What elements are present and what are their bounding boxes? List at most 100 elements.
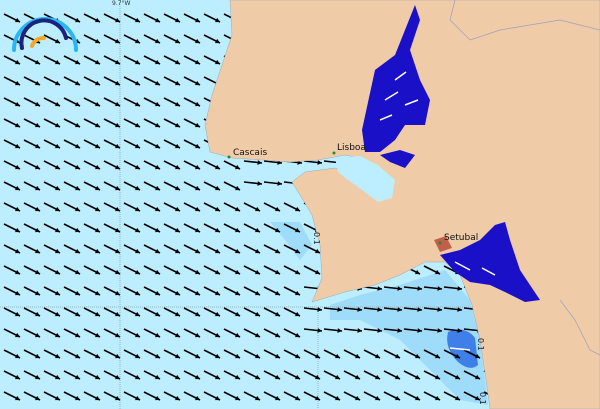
current-arrow-head	[295, 353, 300, 359]
current-arrow-head	[335, 353, 340, 359]
current-arrow-head	[195, 122, 200, 128]
current-arrow-head	[435, 374, 440, 380]
current-arrow-head	[275, 311, 280, 317]
current-arrow-head	[215, 206, 220, 212]
current-arrow-head	[55, 185, 60, 191]
current-arrow-head	[75, 122, 80, 128]
current-arrow-head	[195, 164, 200, 170]
current-arrow-head	[415, 269, 420, 275]
current-arrow-head	[115, 38, 120, 44]
current-arrow-head	[295, 374, 300, 380]
current-arrow-head	[155, 290, 160, 296]
current-arrow-head	[175, 59, 180, 65]
current-arrow-head	[295, 311, 300, 317]
current-arrow-head	[15, 395, 20, 401]
current-arrow-head	[337, 307, 342, 312]
current-arrow-head	[135, 164, 140, 170]
current-arrow-head	[135, 311, 140, 317]
current-arrow-head	[55, 164, 60, 170]
current-arrow-head	[15, 269, 20, 275]
contour-label: 0.1	[312, 232, 321, 245]
current-arrow-head	[235, 269, 240, 275]
current-arrow-head	[35, 269, 40, 275]
current-arrow-head	[55, 248, 60, 254]
contour-label: 0.1	[478, 392, 487, 405]
current-arrow-head	[195, 59, 200, 65]
current-arrow-head	[115, 227, 120, 233]
current-arrow-head	[135, 269, 140, 275]
current-arrow-head	[457, 286, 462, 291]
tagus-estuary	[335, 156, 395, 202]
current-arrow-head	[317, 328, 322, 333]
current-arrow-head	[115, 80, 120, 86]
current-arrow-head	[375, 395, 380, 401]
current-arrow-head	[35, 80, 40, 86]
current-arrow-head	[15, 353, 20, 359]
current-arrow-head	[115, 164, 120, 170]
current-arrow-head	[435, 353, 440, 359]
current-arrow-head	[35, 185, 40, 191]
current-arrow-head	[95, 353, 100, 359]
current-arrow-head	[175, 38, 180, 44]
current-arrow-head	[75, 227, 80, 233]
current-arrow-head	[395, 395, 400, 401]
graticule-label: 9.7°W	[112, 0, 131, 7]
current-arrow-head	[215, 38, 220, 44]
current-arrow-head	[235, 395, 240, 401]
place-marker	[332, 151, 336, 155]
current-arrow-head	[295, 269, 300, 275]
current-arrow-head	[175, 101, 180, 107]
current-arrow-head	[75, 185, 80, 191]
current-arrow-head	[315, 374, 320, 380]
current-arrow-head	[335, 374, 340, 380]
current-arrow-head	[355, 374, 360, 380]
border-line	[559, 299, 600, 356]
current-arrow-head	[155, 185, 160, 191]
current-arrow-head	[75, 80, 80, 86]
current-arrow-head	[155, 227, 160, 233]
current-arrow-head	[55, 143, 60, 149]
current-arrow-head	[75, 17, 80, 23]
current-arrow-head	[135, 101, 140, 107]
current-arrow-head	[195, 332, 200, 338]
current-arrow-head	[375, 374, 380, 380]
current-arrow-head	[35, 353, 40, 359]
current-arrow-head	[175, 206, 180, 212]
current-arrow-head	[255, 290, 260, 296]
current-arrow-head	[155, 80, 160, 86]
current-arrow-head	[275, 395, 280, 401]
current-arrow-head	[55, 269, 60, 275]
current-arrow-head	[15, 374, 20, 380]
current-arrow-head	[35, 206, 40, 212]
current-arrow-head	[35, 395, 40, 401]
current-arrow-head	[55, 206, 60, 212]
current-arrow-head	[235, 353, 240, 359]
current-arrow-head	[95, 143, 100, 149]
current-arrow-head	[437, 307, 442, 312]
current-arrow-head	[155, 248, 160, 254]
current-arrow-head	[175, 311, 180, 317]
contour-label: 0.1	[476, 338, 485, 351]
current-arrow-head	[175, 185, 180, 191]
current-arrow-head	[175, 248, 180, 254]
current-arrow-head	[135, 227, 140, 233]
current-arrow-head	[397, 307, 402, 312]
current-arrow-head	[115, 374, 120, 380]
current-arrow-head	[75, 143, 80, 149]
current-arrow-head	[255, 269, 260, 275]
current-arrow-head	[275, 206, 280, 212]
current-arrow-head	[35, 164, 40, 170]
current-arrow-head	[317, 160, 322, 165]
current-arrow-head	[135, 395, 140, 401]
current-arrow-head	[55, 38, 60, 44]
current-arrow-head	[175, 374, 180, 380]
current-arrow-head	[115, 206, 120, 212]
current-arrow-head	[435, 395, 440, 401]
current-arrow-head	[235, 290, 240, 296]
current-arrow-head	[435, 269, 440, 275]
current-arrow-head	[195, 248, 200, 254]
current-arrow-head	[55, 353, 60, 359]
current-arrow-head	[355, 395, 360, 401]
